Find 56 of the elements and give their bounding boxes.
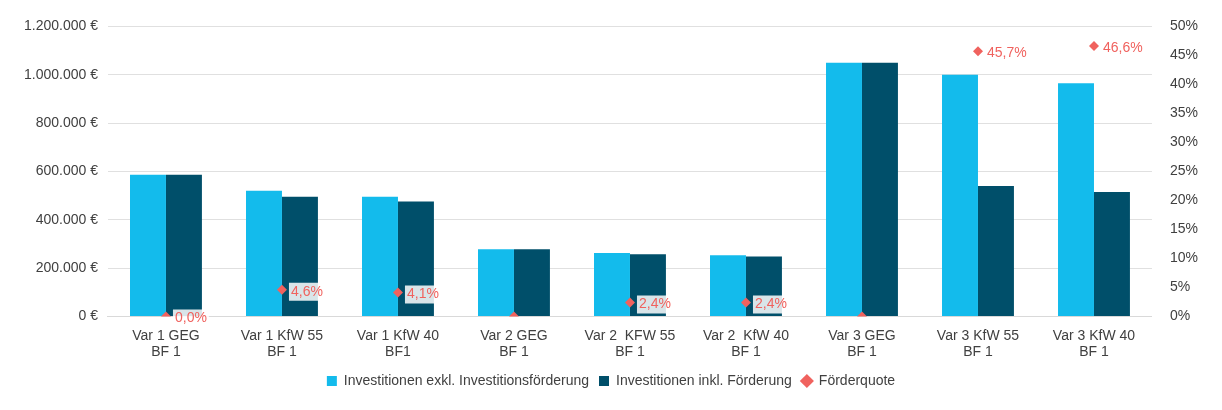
x-tick-label: Var 1 GEG BF 1 <box>132 326 200 360</box>
y-tick-label: 400.000 € <box>35 210 99 227</box>
bar <box>942 74 978 316</box>
bar <box>362 196 398 316</box>
bar <box>130 174 166 316</box>
bar <box>861 62 898 316</box>
y2-tick-label: 45% <box>1169 46 1199 63</box>
x-tick-label: Var 1 KfW 55 BF 1 <box>240 326 324 360</box>
point <box>972 46 983 57</box>
bar <box>826 62 862 316</box>
point <box>392 287 403 298</box>
x-tick-label: Var 2 KFW 55 BF 1 <box>584 326 676 360</box>
point <box>1088 41 1099 52</box>
y-tick-label: 600.000 € <box>35 162 99 179</box>
y2-tick-label: 0% <box>1169 307 1191 324</box>
legend-label: Investitionen exkl. Investitionsförderung <box>343 371 589 388</box>
x-tick-label: Var 3 KfW 40 BF 1 <box>1052 326 1136 360</box>
legend-label: Förderquote <box>818 371 896 388</box>
point <box>740 297 751 308</box>
y2-tick-label: 35% <box>1169 104 1199 121</box>
bar <box>710 255 746 316</box>
bar <box>1093 191 1130 316</box>
data-label: 2,4% <box>638 295 671 312</box>
y2-tick-label: 30% <box>1169 133 1199 150</box>
data-label: 45,7% <box>986 44 1027 61</box>
y2-tick-label: 10% <box>1169 249 1199 266</box>
data-label: 2,4% <box>754 295 787 312</box>
legend-label: Investitionen inkl. Förderung <box>616 371 792 388</box>
data-label: 46,6% <box>1102 38 1143 55</box>
y-tick-label: 200.000 € <box>35 258 99 275</box>
x-tick-label: Var 3 GEG BF 1 <box>828 326 896 360</box>
x-tick-label: Var 3 KfW 55 BF 1 <box>936 326 1020 360</box>
bar <box>594 253 630 316</box>
bar <box>478 249 514 316</box>
data-label: 4,6% <box>290 282 323 299</box>
y2-tick-label: 5% <box>1169 278 1191 295</box>
x-tick-label: Var 1 KfW 40 BF1 <box>356 326 440 360</box>
y-tick-label: 1.000.000 € <box>23 65 99 82</box>
y2-tick-label: 40% <box>1169 75 1199 92</box>
y2-tick-label: 15% <box>1169 220 1199 237</box>
point <box>276 284 287 295</box>
y2-tick-label: 20% <box>1169 191 1199 208</box>
y2-tick-label: 25% <box>1169 162 1199 179</box>
y-tick-label: 1.200.000 € <box>23 17 99 34</box>
point <box>624 297 635 308</box>
bar <box>977 185 1014 316</box>
y2-tick-label: 50% <box>1169 17 1199 34</box>
data-label: 4,1% <box>406 285 439 302</box>
y-tick-label: 800.000 € <box>35 113 99 130</box>
bar <box>246 190 282 316</box>
x-tick-label: Var 2 KfW 40 BF 1 <box>702 326 790 360</box>
x-tick-label: Var 2 GEG BF 1 <box>480 326 548 360</box>
bar <box>513 249 550 316</box>
data-label: 0,0% <box>174 309 207 326</box>
y-tick-label: 0 € <box>78 307 99 324</box>
bar <box>1058 83 1094 316</box>
